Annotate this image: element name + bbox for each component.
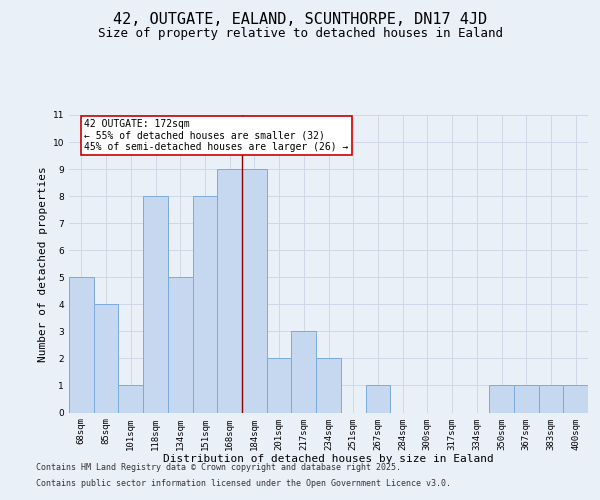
Bar — [489, 386, 514, 412]
Text: 42 OUTGATE: 172sqm
← 55% of detached houses are smaller (32)
45% of semi-detache: 42 OUTGATE: 172sqm ← 55% of detached hou… — [85, 119, 349, 152]
Bar — [365, 386, 390, 412]
Bar — [242, 169, 267, 412]
X-axis label: Distribution of detached houses by size in Ealand: Distribution of detached houses by size … — [163, 454, 494, 464]
Bar — [168, 278, 193, 412]
Text: Contains public sector information licensed under the Open Government Licence v3: Contains public sector information licen… — [36, 478, 451, 488]
Bar — [563, 386, 588, 412]
Bar — [267, 358, 292, 412]
Bar — [539, 386, 563, 412]
Bar — [292, 332, 316, 412]
Bar — [143, 196, 168, 412]
Bar — [94, 304, 118, 412]
Bar — [69, 278, 94, 412]
Bar — [514, 386, 539, 412]
Y-axis label: Number of detached properties: Number of detached properties — [38, 166, 49, 362]
Bar — [193, 196, 217, 412]
Bar — [217, 169, 242, 412]
Text: 42, OUTGATE, EALAND, SCUNTHORPE, DN17 4JD: 42, OUTGATE, EALAND, SCUNTHORPE, DN17 4J… — [113, 12, 487, 28]
Bar — [118, 386, 143, 412]
Text: Contains HM Land Registry data © Crown copyright and database right 2025.: Contains HM Land Registry data © Crown c… — [36, 464, 401, 472]
Text: Size of property relative to detached houses in Ealand: Size of property relative to detached ho… — [97, 28, 503, 40]
Bar — [316, 358, 341, 412]
